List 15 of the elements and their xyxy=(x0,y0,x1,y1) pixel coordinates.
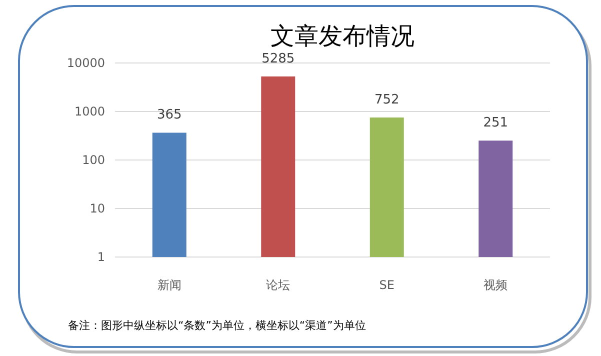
y-tick-label: 10000 xyxy=(66,56,105,70)
chart-title: 文章发布情况 xyxy=(270,22,414,50)
data-label: 251 xyxy=(483,116,508,131)
y-tick-label: 1 xyxy=(97,250,105,264)
x-tick-label: 新闻 xyxy=(157,278,182,292)
x-tick-label: SE xyxy=(379,278,394,292)
data-label: 5285 xyxy=(262,51,295,66)
y-tick-label: 10 xyxy=(90,202,105,216)
data-label: 365 xyxy=(156,108,182,123)
x-tick-label: 视频 xyxy=(484,278,508,292)
x-tick-label: 论坛 xyxy=(266,278,290,292)
data-label: 752 xyxy=(374,92,400,108)
y-tick-label: 1000 xyxy=(74,104,105,118)
text: 备注：图形中纵坐标以“条数”为单位，横坐标以“渠道”为单位 xyxy=(68,319,366,332)
y-tick-label: 100 xyxy=(82,153,105,167)
